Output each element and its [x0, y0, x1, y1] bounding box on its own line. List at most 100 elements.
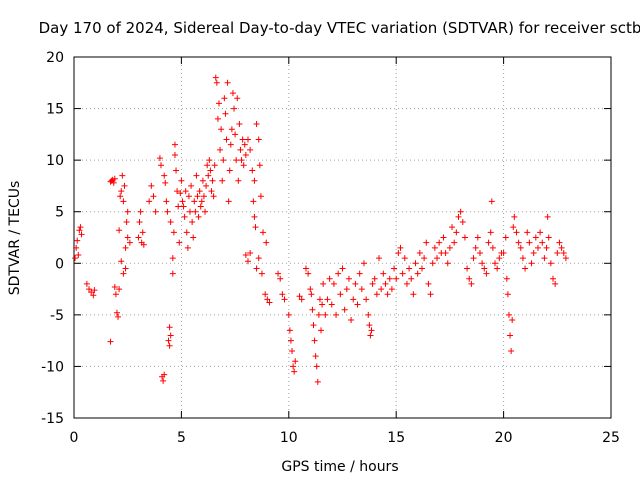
- data-point: [166, 342, 173, 349]
- data-point: [244, 258, 251, 265]
- data-point: [169, 255, 176, 262]
- data-point: [526, 239, 533, 246]
- data-point: [233, 157, 240, 164]
- data-point: [307, 286, 314, 293]
- data-point: [416, 249, 423, 256]
- data-point: [406, 265, 413, 272]
- data-point: [507, 332, 514, 339]
- data-point: [461, 234, 468, 241]
- data-point: [558, 244, 565, 251]
- y-tick-label: -5: [50, 308, 64, 324]
- x-axis-label: GPS time / hours: [281, 459, 398, 475]
- data-point: [165, 337, 172, 344]
- data-point: [170, 229, 177, 236]
- data-point: [146, 198, 153, 205]
- data-point: [215, 100, 222, 107]
- data-point: [200, 193, 207, 200]
- data-point: [524, 229, 531, 236]
- data-point: [229, 90, 236, 97]
- data-point: [112, 291, 119, 298]
- data-point: [226, 167, 233, 174]
- data-point: [365, 311, 372, 318]
- data-point: [241, 141, 248, 148]
- data-point: [117, 193, 124, 200]
- data-point: [204, 162, 211, 169]
- data-point: [123, 219, 130, 226]
- data-point: [195, 213, 202, 220]
- data-point: [264, 296, 271, 303]
- data-point: [509, 317, 516, 324]
- data-point: [474, 234, 481, 241]
- data-point: [174, 188, 181, 195]
- data-point: [263, 239, 270, 246]
- data-point: [78, 231, 85, 238]
- data-point: [212, 74, 219, 81]
- data-point: [73, 244, 80, 251]
- data-point: [376, 255, 383, 262]
- data-point: [427, 291, 434, 298]
- chart-title: Day 170 of 2024, Sidereal Day-to-day VTE…: [39, 19, 640, 37]
- data-point: [367, 332, 374, 339]
- data-point: [541, 255, 548, 262]
- data-point: [252, 224, 259, 231]
- data-point: [191, 198, 198, 205]
- data-point: [503, 275, 510, 282]
- data-point: [500, 249, 507, 256]
- plot-frame: [73, 56, 612, 419]
- data-point: [171, 151, 178, 158]
- data-point: [178, 177, 185, 184]
- data-point: [242, 151, 249, 158]
- data-point: [236, 121, 243, 128]
- data-point: [110, 179, 117, 186]
- data-point: [253, 265, 260, 272]
- data-point: [207, 167, 214, 174]
- data-point: [519, 255, 526, 262]
- data-point: [91, 287, 98, 294]
- data-point: [88, 289, 95, 296]
- data-point: [510, 224, 517, 231]
- data-point: [136, 219, 143, 226]
- y-tick-label: 15: [46, 102, 64, 118]
- data-point: [219, 177, 226, 184]
- data-point: [296, 293, 303, 300]
- data-point: [530, 249, 537, 256]
- data-point: [285, 311, 292, 318]
- data-point: [190, 234, 197, 241]
- data-point: [232, 131, 239, 138]
- data-point: [378, 286, 385, 293]
- data-point: [532, 234, 539, 241]
- data-point: [199, 177, 206, 184]
- data-point: [279, 291, 286, 298]
- y-tick-label: -10: [41, 359, 64, 375]
- data-point: [562, 255, 569, 262]
- data-point: [292, 358, 299, 365]
- data-point: [318, 327, 325, 334]
- data-point: [322, 311, 329, 318]
- data-point: [122, 265, 129, 272]
- data-point: [203, 182, 210, 189]
- data-point: [251, 177, 258, 184]
- data-point: [545, 234, 552, 241]
- data-point: [449, 224, 456, 231]
- axis-ticks: 0 5 10 15 20 25 -15 -10 -5 0 5 10 15 20: [41, 50, 620, 446]
- data-point: [116, 286, 123, 293]
- data-point: [352, 280, 359, 287]
- data-point: [397, 244, 404, 251]
- x-tick-label: 5: [177, 430, 186, 446]
- data-point: [479, 260, 486, 267]
- data-point: [508, 347, 515, 354]
- data-point: [309, 306, 316, 313]
- data-point: [218, 126, 225, 133]
- data-point: [119, 172, 126, 179]
- data-point: [124, 234, 131, 241]
- data-point: [481, 265, 488, 272]
- data-point: [412, 260, 419, 267]
- data-point: [240, 162, 247, 169]
- data-point: [560, 249, 567, 256]
- data-point: [429, 260, 436, 267]
- data-point: [251, 213, 258, 220]
- data-point: [182, 188, 189, 195]
- data-point: [522, 265, 529, 272]
- data-point: [326, 275, 333, 282]
- data-point: [194, 193, 201, 200]
